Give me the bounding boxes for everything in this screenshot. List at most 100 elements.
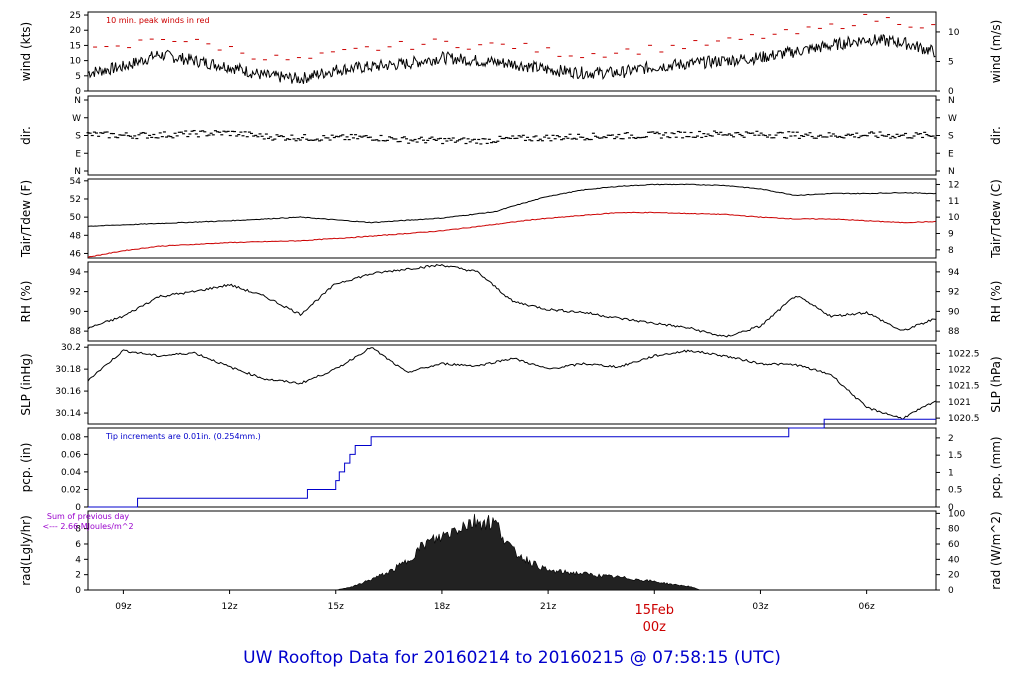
rh-series-rh	[87, 264, 936, 338]
slp-ytick-left-label: 30.16	[55, 387, 81, 397]
pcp-annotation: Tip increments are 0.01in. (0.254mm.)	[105, 432, 261, 441]
slp-series-slp	[87, 347, 936, 420]
rad-annotation-line1: Sum of previous day	[47, 512, 129, 521]
slp-ytick-left-label: 30.14	[55, 409, 81, 419]
rh-ytick-right-label: 90	[948, 307, 960, 317]
pcp-ytick-right-label: 2	[948, 434, 954, 444]
pcp-ytick-left-label: 0.04	[61, 468, 81, 478]
rh-ytick-right-label: 94	[948, 268, 960, 278]
temp-ylabel-right: Tair/Tdew (C)	[989, 179, 1003, 259]
rh-ytick-left-label: 90	[70, 307, 82, 317]
rad-ytick-left-label: 4	[75, 555, 81, 565]
wind-ytick-left-label: 15	[70, 41, 81, 51]
xtick-label: 18z	[434, 602, 450, 612]
temp-ytick-right-label: 8	[948, 246, 954, 256]
rh-ytick-right-label: 92	[948, 288, 959, 298]
wind-ytick-left-label: 0	[75, 87, 81, 97]
xtick-label: 09z	[115, 602, 131, 612]
slp-ytick-right-label: 1021	[948, 398, 971, 408]
pcp-ytick-right-label: 0.5	[948, 486, 962, 496]
wind-ytick-left-label: 20	[70, 26, 82, 36]
dir-ytick-left-label: W	[72, 114, 81, 124]
rad-ytick-right-label: 40	[948, 555, 960, 565]
temp-series-tdew	[87, 211, 936, 258]
temp-ytick-left-label: 54	[70, 177, 82, 187]
dir-ytick-right-label: W	[948, 114, 957, 124]
wind-ytick-left-label: 5	[75, 72, 81, 82]
pcp-ylabel-right: pcp. (mm)	[989, 436, 1003, 498]
temp-ytick-left-label: 48	[70, 231, 82, 241]
pcp-ylabel-left: pcp. (in)	[19, 443, 33, 493]
xtick-label: 06z	[859, 602, 875, 612]
temp-panel-frame	[87, 178, 937, 259]
rad-ylabel-left: rad(Lgly/hr)	[19, 515, 33, 586]
rh-ytick-left-label: 88	[70, 327, 82, 337]
temp-ytick-left-label: 52	[70, 195, 81, 205]
wind-series-wind	[87, 33, 936, 84]
rad-ytick-right-label: 100	[948, 509, 965, 519]
wind-annotation: 10 min. peak winds in red	[106, 16, 210, 25]
wind-ytick-right-label: 10	[948, 28, 960, 38]
wind-ytick-left-label: 10	[70, 57, 82, 67]
wind-ytick-right-label: 5	[948, 57, 954, 67]
chart-title: UW Rooftop Data for 20160214 to 20160215…	[243, 648, 781, 668]
temp-ytick-left-label: 50	[70, 213, 82, 223]
temp-ylabel-left: Tair/Tdew (F)	[19, 180, 33, 258]
temp-series-tair	[87, 183, 936, 227]
rh-panel-frame	[87, 261, 937, 342]
rad-ytick-right-label: 60	[948, 540, 960, 550]
rad-series-radiation	[335, 513, 701, 591]
temp-ytick-right-label: 10	[948, 213, 960, 223]
rad-ytick-left-label: 0	[75, 586, 81, 596]
slp-ytick-right-label: 1020.5	[948, 414, 980, 424]
dir-ytick-left-label: N	[74, 167, 81, 177]
temp-ytick-right-label: 12	[948, 180, 959, 190]
rad-ytick-right-label: 0	[948, 586, 954, 596]
pcp-ytick-left-label: 0	[75, 503, 81, 513]
rh-ytick-left-label: 92	[70, 288, 81, 298]
dir-ytick-left-label: E	[75, 149, 81, 159]
rad-annotation-line2: <--- 2.66 MJoules/m^2	[42, 522, 133, 531]
xtick-label: 03z	[752, 602, 768, 612]
pcp-panel-frame	[87, 427, 937, 508]
xtick-label: 12z	[221, 602, 237, 612]
dir-ytick-right-label: N	[948, 96, 955, 106]
wind-panel-frame	[87, 11, 937, 92]
pcp-series-precip	[88, 418, 936, 508]
wind-ylabel-right: wind (m/s)	[989, 20, 1003, 84]
slp-ylabel-left: SLP (inHg)	[19, 353, 33, 415]
pcp-ytick-left-label: 0.02	[61, 485, 81, 495]
rh-ytick-right-label: 88	[948, 327, 960, 337]
pcp-ytick-right-label: 1	[948, 468, 954, 478]
xtick-label: 15z	[328, 602, 344, 612]
dir-ytick-left-label: S	[75, 132, 81, 142]
dir-ytick-right-label: N	[948, 167, 955, 177]
rad-ytick-left-label: 2	[75, 571, 81, 581]
rh-ylabel-right: RH (%)	[989, 281, 1003, 323]
dir-ylabel-left: dir.	[19, 126, 33, 145]
dir-ytick-right-label: S	[948, 132, 954, 142]
date-label: 15Feb	[634, 603, 674, 618]
pcp-ytick-right-label: 0	[948, 503, 954, 513]
temp-ytick-right-label: 11	[948, 197, 959, 207]
dir-ylabel-right: dir.	[989, 126, 1003, 145]
slp-ytick-right-label: 1021.5	[948, 382, 980, 392]
slp-panel-frame	[87, 344, 937, 425]
slp-ytick-left-label: 30.18	[55, 365, 81, 375]
wind-ytick-left-label: 25	[70, 11, 81, 21]
slp-ytick-right-label: 1022.5	[948, 349, 980, 359]
slp-ytick-right-label: 1022	[948, 366, 971, 376]
dir-ytick-left-label: N	[74, 96, 81, 106]
rad-ytick-right-label: 80	[948, 525, 960, 535]
rh-ylabel-left: RH (%)	[19, 281, 33, 323]
temp-ytick-left-label: 46	[70, 249, 82, 259]
pcp-ytick-left-label: 0.08	[61, 433, 81, 443]
pcp-ytick-left-label: 0.06	[61, 450, 81, 460]
rad-ylabel-right: rad (W/m^2)	[989, 511, 1003, 589]
temp-ytick-right-label: 9	[948, 229, 954, 239]
dir-ytick-right-label: E	[948, 149, 954, 159]
midnight-label: 00z	[643, 620, 667, 635]
wind-ylabel-left: wind (kts)	[19, 22, 33, 81]
slp-ylabel-right: SLP (hPa)	[989, 356, 1003, 412]
